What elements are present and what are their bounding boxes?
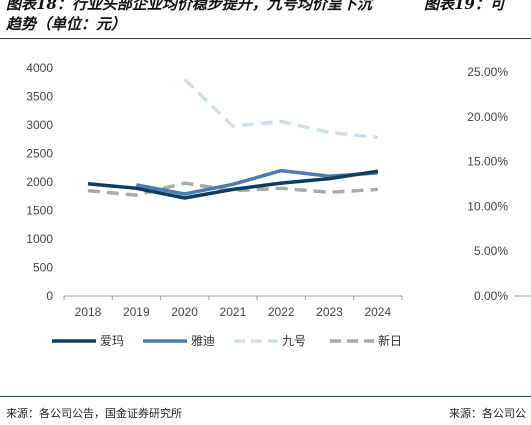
- x-tick-label-4: 2022: [268, 305, 295, 319]
- x-tick-label-5: 2023: [316, 305, 343, 319]
- right-y-tick-label-1: 5.00%: [474, 244, 508, 258]
- y-tick-label-7: 3500: [26, 90, 53, 104]
- title-divider: [0, 38, 531, 39]
- y-tick-label-5: 2500: [26, 147, 53, 161]
- series-layer: [87, 78, 379, 200]
- x-tick-label-0: 2018: [75, 305, 102, 319]
- x-tick-label-2: 2020: [171, 305, 198, 319]
- left-chart-title: 图表18：行业头部企业均价稳步提升，九号均价呈下沉: [6, 0, 372, 13]
- y-tick-label-3: 1500: [26, 204, 53, 218]
- x-tick-label-6: 2024: [364, 305, 391, 319]
- series-line-3: [87, 181, 378, 197]
- y-tick-label-4: 2000: [26, 175, 53, 189]
- legend-label-1: 雅迪: [191, 333, 215, 348]
- legend: 爱玛 雅迪 九号 新日: [52, 333, 402, 348]
- footer-divider: [0, 396, 531, 397]
- legend-label-2: 九号: [282, 334, 306, 348]
- right-y-tick-label-0: 0.00%: [474, 289, 508, 303]
- right-y-tick-label-3: 15.00%: [467, 155, 508, 169]
- source-note-left: 来源：各公司公告，国金证券研究所: [6, 407, 182, 420]
- left-y-axis: 0 500 1000 1500 2000 2500 3000 3500 4000: [26, 61, 53, 303]
- y-tick-label-6: 3000: [26, 118, 53, 132]
- x-tick-label-3: 2021: [220, 305, 247, 319]
- legend-label-3: 新日: [378, 333, 402, 348]
- x-axis: 2018 2019 2020 2021 2022 2023 2024: [63, 295, 403, 319]
- right-y-tick-label-5: 25.00%: [467, 65, 508, 79]
- legend-label-0: 爱玛: [100, 334, 124, 348]
- x-tick-label-1: 2019: [123, 305, 150, 319]
- right-chart-title: 图表19：可: [424, 0, 505, 13]
- y-tick-label-1: 500: [33, 261, 53, 275]
- right-y-tick-label-2: 10.00%: [467, 199, 508, 213]
- y-tick-label-8: 4000: [26, 61, 53, 75]
- right-y-axis: 0.00% 5.00% 10.00% 15.00% 20.00% 25.00%: [467, 65, 531, 303]
- y-tick-label-2: 1000: [26, 232, 53, 246]
- source-note-right: 来源：各公司公: [449, 407, 526, 420]
- series-line-2: [183, 78, 378, 140]
- left-chart-title-line2: 趋势（单位：元）: [6, 15, 127, 33]
- y-tick-label-0: 0: [46, 289, 53, 303]
- right-y-tick-label-4: 20.00%: [467, 110, 508, 124]
- series-line-0: [87, 169, 379, 200]
